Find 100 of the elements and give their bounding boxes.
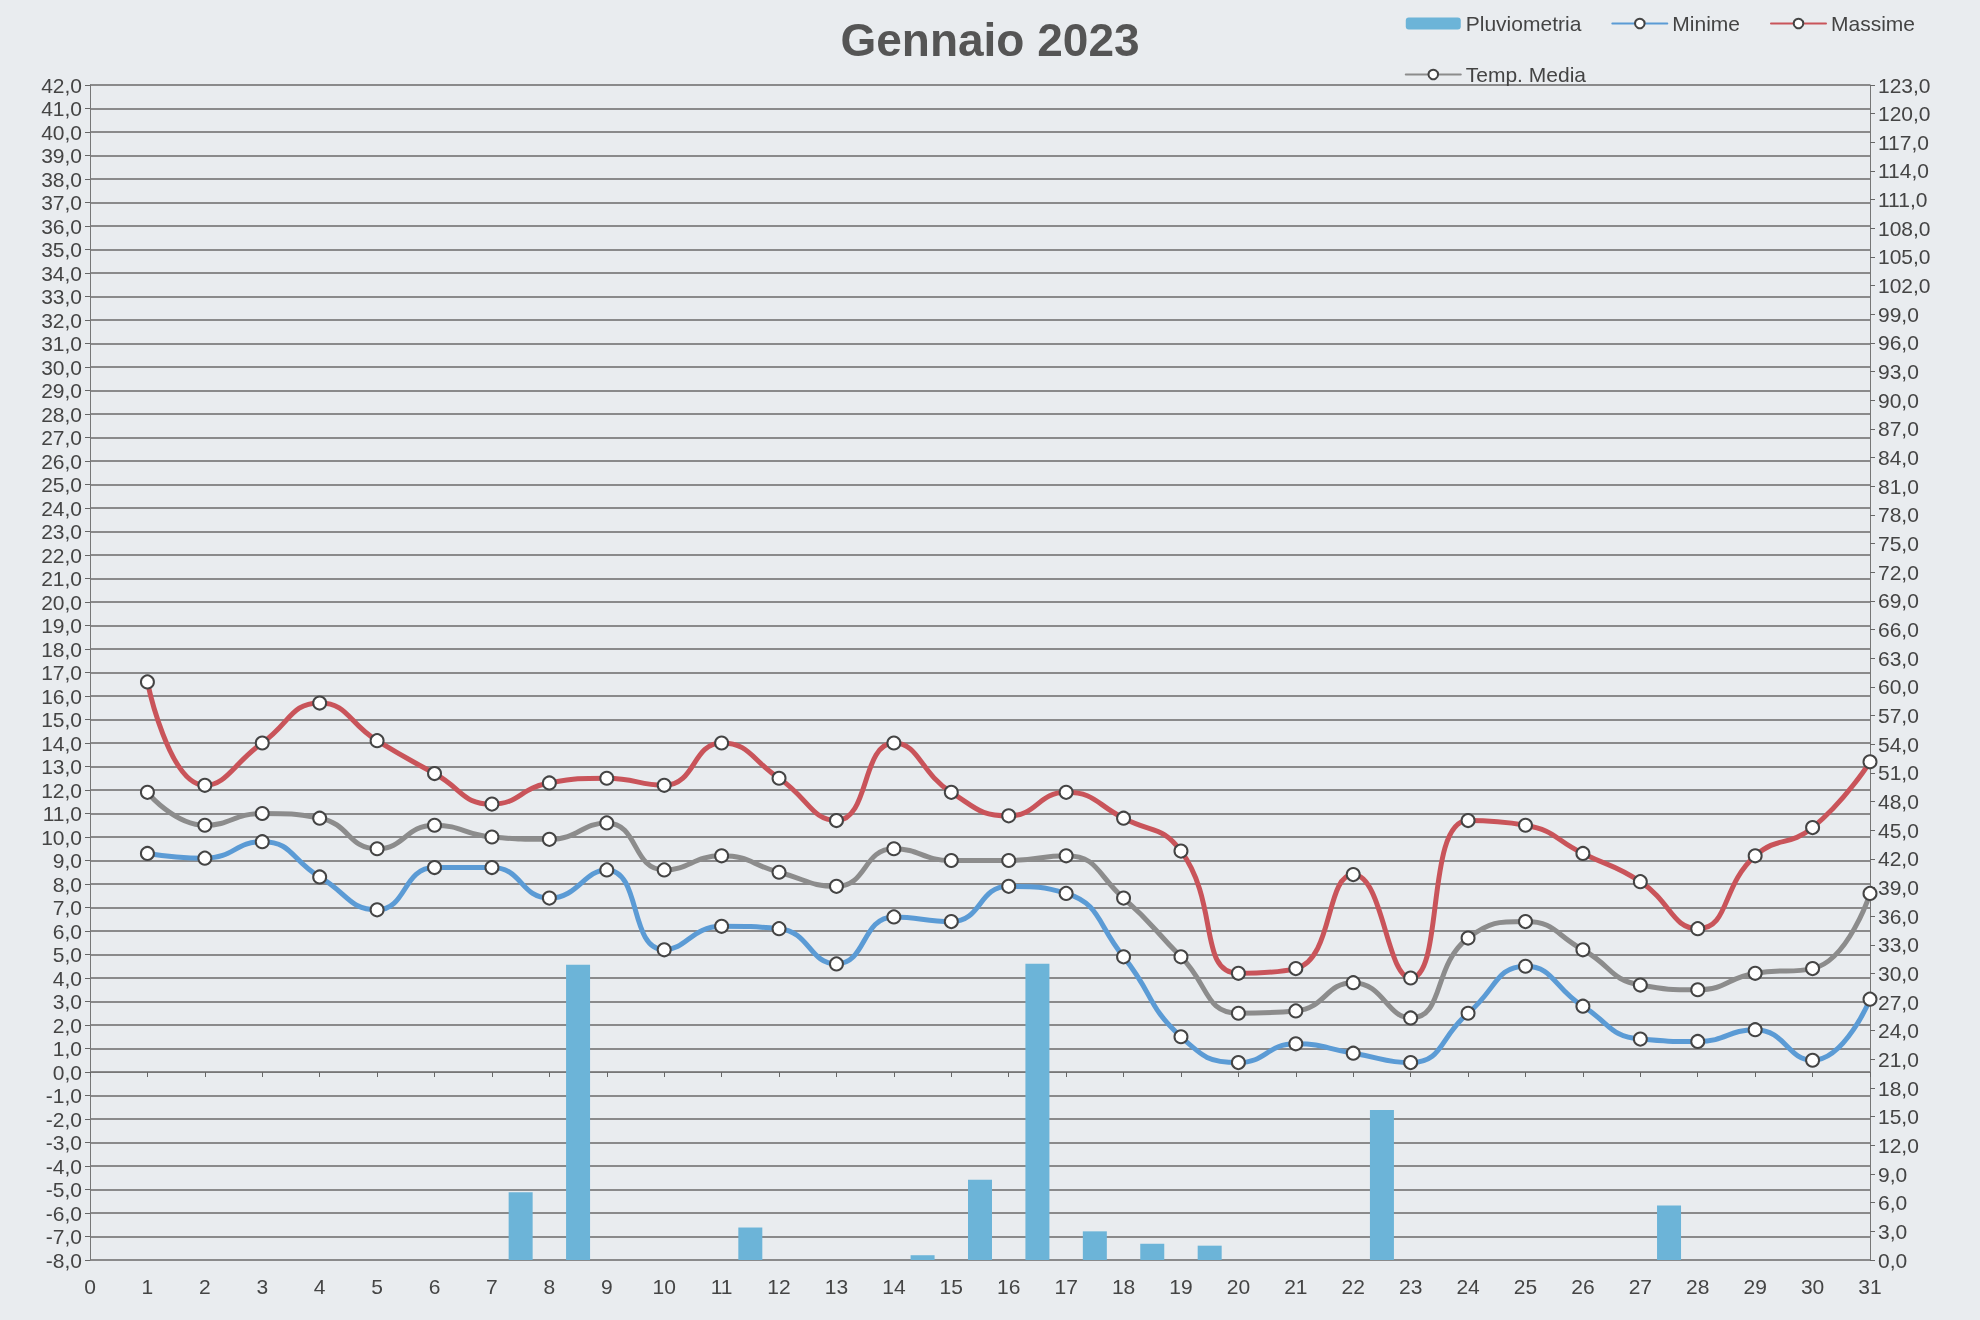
x-tick-label: 22 xyxy=(1341,1275,1365,1298)
y2-tick-label: 108,0 xyxy=(1878,216,1931,240)
x-tick-label: 13 xyxy=(824,1275,849,1298)
x-tick-label: 15 xyxy=(939,1275,963,1298)
x-tick-label: 25 xyxy=(1513,1275,1538,1298)
bar xyxy=(1025,963,1050,1260)
y-tick-label: 40,0 xyxy=(41,120,82,144)
y2-tick-label: 39,0 xyxy=(1878,875,1919,899)
y-tick-label: 18,0 xyxy=(41,637,82,661)
y-tick-label: 0,0 xyxy=(52,1060,82,1084)
x-tick-label: 0 xyxy=(84,1275,96,1298)
y-tick-label: 16,0 xyxy=(41,684,82,708)
x-tick-label: 8 xyxy=(543,1275,556,1298)
y2-tick-label: 66,0 xyxy=(1878,618,1919,642)
bar xyxy=(738,1227,763,1260)
x-tick-label: 18 xyxy=(1111,1275,1136,1298)
y-tick-label: 11,0 xyxy=(42,802,82,825)
x-tick-label: 29 xyxy=(1743,1275,1767,1298)
y-tick-label: 1,0 xyxy=(52,1037,82,1060)
x-tick-label: 21 xyxy=(1284,1275,1308,1298)
bar xyxy=(566,964,591,1260)
x-tick-label: 24 xyxy=(1456,1275,1481,1298)
y2-tick-label: 63,0 xyxy=(1878,646,1919,670)
y2-tick-label: 120,0 xyxy=(1878,102,1931,126)
y-tick-label: -4,0 xyxy=(45,1154,82,1178)
bar xyxy=(1369,1110,1394,1260)
y-tick-label: 30,0 xyxy=(41,355,82,379)
x-tick-label: 9 xyxy=(600,1275,613,1298)
x-tick-label: 31 xyxy=(1858,1275,1882,1298)
y2-tick-label: 54,0 xyxy=(1878,732,1919,756)
y2-tick-label: 105,0 xyxy=(1878,245,1931,269)
bar xyxy=(1197,1245,1222,1260)
y-tick-label: 24,0 xyxy=(41,496,82,520)
y2-tick-label: 81,0 xyxy=(1878,474,1919,498)
x-tick-label: 27 xyxy=(1628,1275,1652,1298)
x-tick-label: 11 xyxy=(710,1275,733,1298)
y-tick-label: 23,0 xyxy=(41,520,82,543)
x-tick-label: 26 xyxy=(1571,1275,1595,1298)
y-tick-label: 34,0 xyxy=(41,261,82,285)
y-tick-label: 9,0 xyxy=(52,849,82,872)
y2-tick-label: 114,0 xyxy=(1878,159,1929,183)
y-tick-label: 8,0 xyxy=(52,872,82,896)
y-tick-label: 3,0 xyxy=(52,990,82,1013)
y2-tick-label: 72,0 xyxy=(1878,560,1919,584)
x-tick-label: 7 xyxy=(486,1275,498,1298)
y-tick-label: 6,0 xyxy=(52,919,82,943)
y-tick-label: 39,0 xyxy=(41,144,82,167)
y2-tick-label: 36,0 xyxy=(1878,904,1919,928)
y2-tick-label: 51,0 xyxy=(1878,761,1919,785)
y2-tick-label: 78,0 xyxy=(1878,503,1919,527)
bar xyxy=(968,1179,992,1260)
y2-tick-label: 87,0 xyxy=(1878,417,1919,441)
x-tick-label: 16 xyxy=(997,1275,1021,1298)
legend-label: Massime xyxy=(1830,12,1916,35)
y2-tick-label: 84,0 xyxy=(1878,446,1919,470)
legend-label: Temp. Media xyxy=(1465,63,1587,86)
y-tick-label: 17,0 xyxy=(41,661,82,684)
x-tick-label: 4 xyxy=(313,1275,326,1298)
y-tick-label: 36,0 xyxy=(41,214,82,238)
y2-tick-label: 12,0 xyxy=(1878,1133,1919,1157)
y-tick-label: -1,0 xyxy=(45,1084,82,1107)
bar xyxy=(910,1255,935,1260)
y2-tick-label: 117,0 xyxy=(1878,130,1929,154)
y2-tick-label: 93,0 xyxy=(1878,360,1919,384)
x-tick-label: 20 xyxy=(1226,1275,1251,1298)
y-tick-label: 38,0 xyxy=(41,167,82,191)
x-tick-label: 6 xyxy=(428,1275,441,1298)
y-tick-label: 7,0 xyxy=(52,896,82,919)
y2-tick-label: 48,0 xyxy=(1878,789,1919,813)
y-tick-label: 35,0 xyxy=(41,238,82,261)
y2-tick-label: 21,0 xyxy=(1878,1047,1919,1071)
y-tick-label: -7,0 xyxy=(45,1225,82,1248)
y-tick-label: -8,0 xyxy=(45,1248,82,1272)
y-tick-label: -5,0 xyxy=(45,1178,82,1201)
y2-tick-label: 33,0 xyxy=(1878,933,1919,957)
y2-tick-label: 123,0 xyxy=(1878,73,1931,97)
y-tick-label: 10,0 xyxy=(41,825,82,849)
x-tick-label: 1 xyxy=(141,1275,154,1298)
x-tick-label: 17 xyxy=(1054,1275,1078,1298)
y-tick-label: 15,0 xyxy=(41,708,82,731)
y2-tick-label: 111,0 xyxy=(1878,188,1928,212)
y2-tick-label: 99,0 xyxy=(1878,302,1919,326)
x-tick-label: 30 xyxy=(1800,1275,1825,1298)
y2-tick-label: 3,0 xyxy=(1878,1219,1908,1243)
y-tick-label: 37,0 xyxy=(41,191,82,214)
y-tick-label: 25,0 xyxy=(41,473,82,496)
x-tick-label: 19 xyxy=(1169,1275,1193,1298)
y2-tick-label: 6,0 xyxy=(1878,1191,1908,1215)
y-tick-label: 12,0 xyxy=(41,778,82,802)
y-tick-label: 27,0 xyxy=(41,426,82,449)
legend-label: Minime xyxy=(1672,12,1740,35)
y-tick-label: 5,0 xyxy=(52,943,82,966)
y-tick-label: 13,0 xyxy=(41,755,82,778)
x-tick-label: 3 xyxy=(256,1275,269,1298)
y-tick-label: 42,0 xyxy=(41,73,82,97)
y-tick-label: 22,0 xyxy=(41,543,82,567)
y-tick-label: 31,0 xyxy=(41,332,82,355)
bar xyxy=(1657,1205,1682,1260)
y2-tick-label: 90,0 xyxy=(1878,388,1919,412)
y2-tick-label: 27,0 xyxy=(1878,990,1919,1014)
